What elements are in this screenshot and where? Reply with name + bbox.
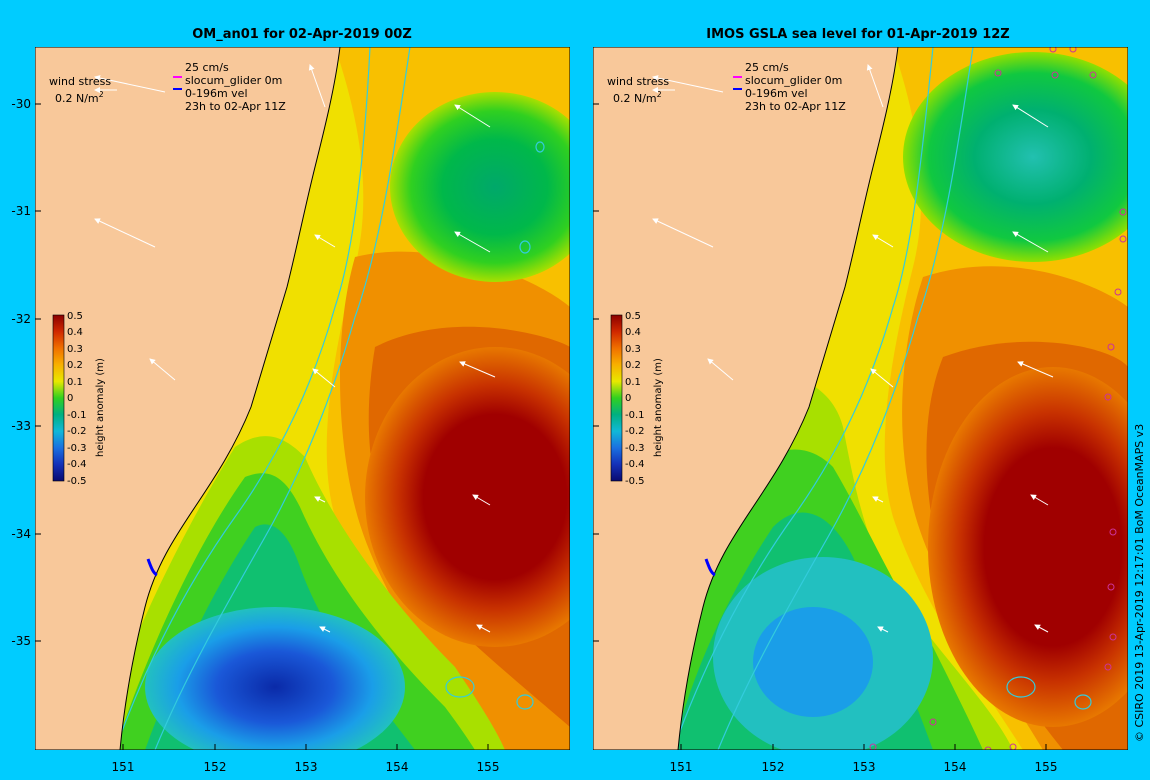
x-tick: 155 (1035, 760, 1058, 774)
x-tick: 151 (670, 760, 693, 774)
y-tick: -30 (11, 97, 31, 111)
svg-text:0.2: 0.2 (67, 360, 83, 371)
y-tick: -32 (11, 312, 31, 326)
velocity-scale-label: 25 cm/s (185, 61, 229, 74)
y-tick: -35 (11, 634, 31, 648)
wind-stress-label: wind stress (49, 75, 111, 88)
x-ticks-left: 151 152 153 154 155 (112, 744, 500, 774)
svg-text:0.4: 0.4 (625, 327, 641, 338)
x-tick: 152 (204, 760, 227, 774)
x-tick: 153 (853, 760, 876, 774)
x-tick: 154 (944, 760, 967, 774)
svg-text:0.3: 0.3 (67, 344, 83, 355)
colorbar-right: 0.5 0.4 0.3 0.2 0.1 0 -0.1 -0.2 -0.3 -0.… (610, 311, 664, 487)
right-map-panel: 151 152 153 154 155 wind stress 0.2 N/m2… (593, 47, 1128, 774)
y-ticks-left: -30 -31 -32 -33 -34 -35 (11, 97, 41, 648)
x-tick: 153 (295, 760, 318, 774)
velocity-legend: 0-196m vel (745, 87, 808, 100)
svg-text:-0.2: -0.2 (67, 426, 87, 437)
y-tick: -33 (11, 419, 31, 433)
svg-text:0: 0 (67, 393, 73, 404)
svg-text:0.5: 0.5 (67, 311, 83, 322)
wind-scale-label: 0.2 N/m2 (55, 90, 104, 105)
left-panel-title: OM_an01 for 02-Apr-2019 00Z (192, 27, 412, 42)
time-legend: 23h to 02-Apr 11Z (745, 100, 846, 113)
svg-text:0.2: 0.2 (625, 360, 641, 371)
x-ticks-right: 151 152 153 154 155 (670, 744, 1058, 774)
glider-legend: slocum_glider 0m (185, 74, 282, 87)
svg-text:-0.1: -0.1 (67, 410, 87, 421)
y-tick: -31 (11, 204, 31, 218)
svg-text:-0.5: -0.5 (67, 476, 87, 487)
colorbar-left: 0.5 0.4 0.3 0.2 0.1 0 -0.1 -0.2 -0.3 -0.… (52, 311, 106, 487)
svg-text:-0.3: -0.3 (67, 443, 87, 454)
velocity-legend: 0-196m vel (185, 87, 248, 100)
x-tick: 152 (762, 760, 785, 774)
svg-text:0.3: 0.3 (625, 344, 641, 355)
right-panel-title: IMOS GSLA sea level for 01-Apr-2019 12Z (706, 27, 1009, 42)
x-tick: 151 (112, 760, 135, 774)
svg-text:0.1: 0.1 (67, 377, 83, 388)
svg-text:-0.2: -0.2 (625, 426, 645, 437)
time-legend: 23h to 02-Apr 11Z (185, 100, 286, 113)
left-map-panel: 151 152 153 154 155 -30 -31 -32 -33 -34 … (11, 47, 570, 774)
svg-text:-0.3: -0.3 (625, 443, 645, 454)
wind-stress-label: wind stress (607, 75, 669, 88)
svg-text:-0.4: -0.4 (67, 459, 87, 470)
svg-text:0: 0 (625, 393, 631, 404)
svg-text:0.5: 0.5 (625, 311, 641, 322)
svg-text:0.1: 0.1 (625, 377, 641, 388)
colorbar-label: height anomaly (m) (95, 358, 106, 457)
x-tick: 154 (386, 760, 409, 774)
credit-text: © CSIRO 2019 13-Apr-2019 12:17:01 BoM Oc… (1133, 424, 1146, 742)
svg-text:-0.5: -0.5 (625, 476, 645, 487)
y-tick: -34 (11, 527, 31, 541)
glider-track (146, 558, 158, 577)
wind-scale-label: 0.2 N/m2 (613, 90, 662, 105)
colorbar-label: height anomaly (m) (653, 358, 664, 457)
x-tick: 155 (477, 760, 500, 774)
velocity-scale-label: 25 cm/s (745, 61, 789, 74)
svg-text:-0.4: -0.4 (625, 459, 645, 470)
y-ticks-right (593, 103, 599, 642)
svg-text:-0.1: -0.1 (625, 410, 645, 421)
glider-legend: slocum_glider 0m (745, 74, 842, 87)
svg-text:0.4: 0.4 (67, 327, 83, 338)
